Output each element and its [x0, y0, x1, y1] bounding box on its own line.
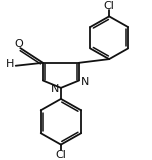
Text: H: H [5, 59, 14, 69]
Text: Cl: Cl [104, 1, 115, 11]
Text: O: O [14, 39, 23, 49]
Text: N: N [81, 77, 89, 87]
Text: N: N [51, 84, 59, 94]
Text: Cl: Cl [55, 150, 66, 160]
